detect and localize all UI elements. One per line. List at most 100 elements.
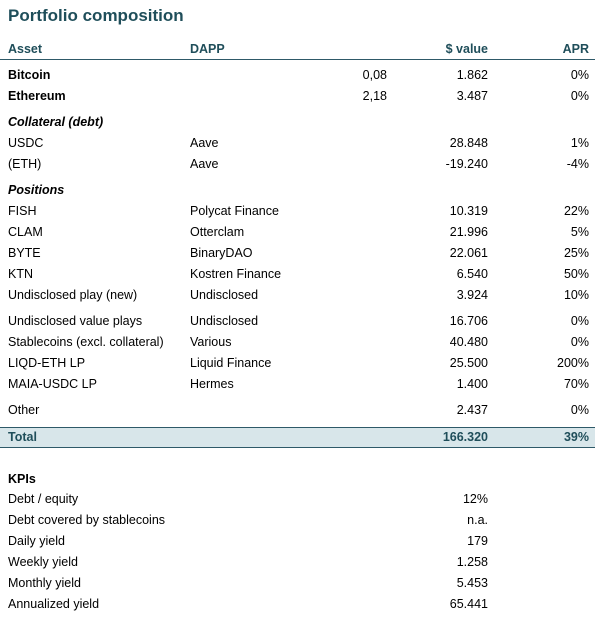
- apr-cell: 0%: [570, 68, 589, 82]
- table-header: Asset DAPP $ value APR: [0, 40, 595, 60]
- section-heading: Positions: [0, 182, 595, 200]
- kpi-label: Debt / equity: [8, 492, 79, 506]
- kpi-value: 12%: [462, 492, 488, 506]
- value-cell: 28.848: [449, 136, 488, 150]
- apr-cell: 5%: [570, 225, 589, 239]
- table-row: MAIA-USDC LP Hermes 1.400 70%: [0, 376, 595, 394]
- total-row: Total 166.320 39%: [0, 427, 595, 448]
- asset-cell: LIQD-ETH LP: [8, 356, 86, 370]
- apr-cell: -4%: [566, 157, 589, 171]
- page-title: Portfolio composition: [8, 6, 184, 25]
- total-value: 166.320: [442, 430, 488, 444]
- dapp-cell: Kostren Finance: [190, 267, 282, 281]
- dapp-cell: Undisclosed: [190, 288, 259, 302]
- dapp-cell: Aave: [190, 136, 219, 150]
- value-cell: 21.996: [449, 225, 488, 239]
- value-cell: 2.437: [456, 403, 488, 417]
- apr-cell: 70%: [563, 377, 589, 391]
- dapp-cell: BinaryDAO: [190, 246, 253, 260]
- value-cell: 16.706: [449, 314, 488, 328]
- kpi-row: Daily yield 179: [0, 533, 595, 551]
- kpis-heading: KPIs: [8, 472, 36, 486]
- table-row: FISH Polycat Finance 10.319 22%: [0, 203, 595, 221]
- table-row: Undisclosed value plays Undisclosed 16.7…: [0, 313, 595, 331]
- dapp-cell: Various: [190, 335, 232, 349]
- apr-cell: 0%: [570, 403, 589, 417]
- amount-cell: 2,18: [362, 89, 387, 103]
- kpi-label: Annualized yield: [8, 597, 100, 611]
- kpi-row: Debt covered by stablecoins n.a.: [0, 512, 595, 530]
- positions-heading: Positions: [8, 183, 65, 197]
- amount-cell: 0,08: [362, 68, 387, 82]
- kpi-row: Weekly yield 1.258: [0, 554, 595, 572]
- total-label: Total: [8, 430, 37, 444]
- dapp-cell: Polycat Finance: [190, 204, 279, 218]
- asset-cell: Undisclosed value plays: [8, 314, 143, 328]
- kpi-label: Monthly yield: [8, 576, 81, 590]
- kpi-label: Weekly yield: [8, 555, 78, 569]
- kpi-value: 5.453: [456, 576, 488, 590]
- kpi-value: n.a.: [467, 513, 488, 527]
- dapp-cell: Otterclam: [190, 225, 245, 239]
- kpi-row: Annualized yield 65.441: [0, 596, 595, 614]
- kpi-value: 179: [467, 534, 488, 548]
- apr-cell: 50%: [563, 267, 589, 281]
- apr-cell: 1%: [570, 136, 589, 150]
- collateral-heading: Collateral (debt): [8, 115, 104, 129]
- apr-cell: 22%: [563, 204, 589, 218]
- table-row: LIQD-ETH LP Liquid Finance 25.500 200%: [0, 355, 595, 373]
- table-row: BYTE BinaryDAO 22.061 25%: [0, 245, 595, 263]
- asset-cell: Other: [8, 403, 40, 417]
- header-dapp: DAPP: [190, 42, 225, 56]
- section-heading: Collateral (debt): [0, 114, 595, 132]
- apr-cell: 25%: [563, 246, 589, 260]
- header-apr: APR: [562, 42, 589, 56]
- kpi-label: Debt covered by stablecoins: [8, 513, 166, 527]
- asset-cell: Ethereum: [8, 89, 66, 103]
- apr-cell: 0%: [570, 335, 589, 349]
- value-cell: 3.924: [456, 288, 488, 302]
- asset-cell: USDC: [8, 136, 44, 150]
- value-cell: 40.480: [449, 335, 488, 349]
- header-value: $ value: [445, 42, 488, 56]
- apr-cell: 0%: [570, 89, 589, 103]
- kpi-row: Debt / equity 12%: [0, 491, 595, 509]
- dapp-cell: Aave: [190, 157, 219, 171]
- dapp-cell: Undisclosed: [190, 314, 259, 328]
- value-cell: 1.400: [456, 377, 488, 391]
- kpi-row: Monthly yield 5.453: [0, 575, 595, 593]
- value-cell: 22.061: [449, 246, 488, 260]
- header-asset: Asset: [8, 42, 43, 56]
- table-row: Stablecoins (excl. collateral) Various 4…: [0, 334, 595, 352]
- kpi-label: Daily yield: [8, 534, 65, 548]
- table-row: USDC Aave 28.848 1%: [0, 135, 595, 153]
- table-row: Other 2.437 0%: [0, 402, 595, 420]
- asset-cell: Undisclosed play (new): [8, 288, 138, 302]
- value-cell: 25.500: [449, 356, 488, 370]
- asset-cell: (ETH): [8, 157, 42, 171]
- asset-cell: Stablecoins (excl. collateral): [8, 335, 164, 349]
- asset-cell: FISH: [8, 204, 37, 218]
- value-cell: 1.862: [456, 68, 488, 82]
- asset-cell: BYTE: [8, 246, 41, 260]
- total-apr: 39%: [563, 430, 589, 444]
- value-cell: 10.319: [449, 204, 488, 218]
- value-cell: 3.487: [456, 89, 488, 103]
- table-row: Ethereum 2,18 3.487 0%: [0, 88, 595, 106]
- asset-cell: KTN: [8, 267, 33, 281]
- dapp-cell: Liquid Finance: [190, 356, 272, 370]
- table-row: Bitcoin 0,08 1.862 0%: [0, 67, 595, 85]
- asset-cell: MAIA-USDC LP: [8, 377, 97, 391]
- value-cell: 6.540: [456, 267, 488, 281]
- apr-cell: 0%: [570, 314, 589, 328]
- table-row: KTN Kostren Finance 6.540 50%: [0, 266, 595, 284]
- apr-cell: 200%: [557, 356, 589, 370]
- value-cell: -19.240: [445, 157, 488, 171]
- table-row: CLAM Otterclam 21.996 5%: [0, 224, 595, 242]
- asset-cell: CLAM: [8, 225, 43, 239]
- kpi-value: 1.258: [456, 555, 488, 569]
- asset-cell: Bitcoin: [8, 68, 51, 82]
- kpi-value: 65.441: [449, 597, 488, 611]
- table-row: (ETH) Aave -19.240 -4%: [0, 156, 595, 174]
- table-row: Undisclosed play (new) Undisclosed 3.924…: [0, 287, 595, 305]
